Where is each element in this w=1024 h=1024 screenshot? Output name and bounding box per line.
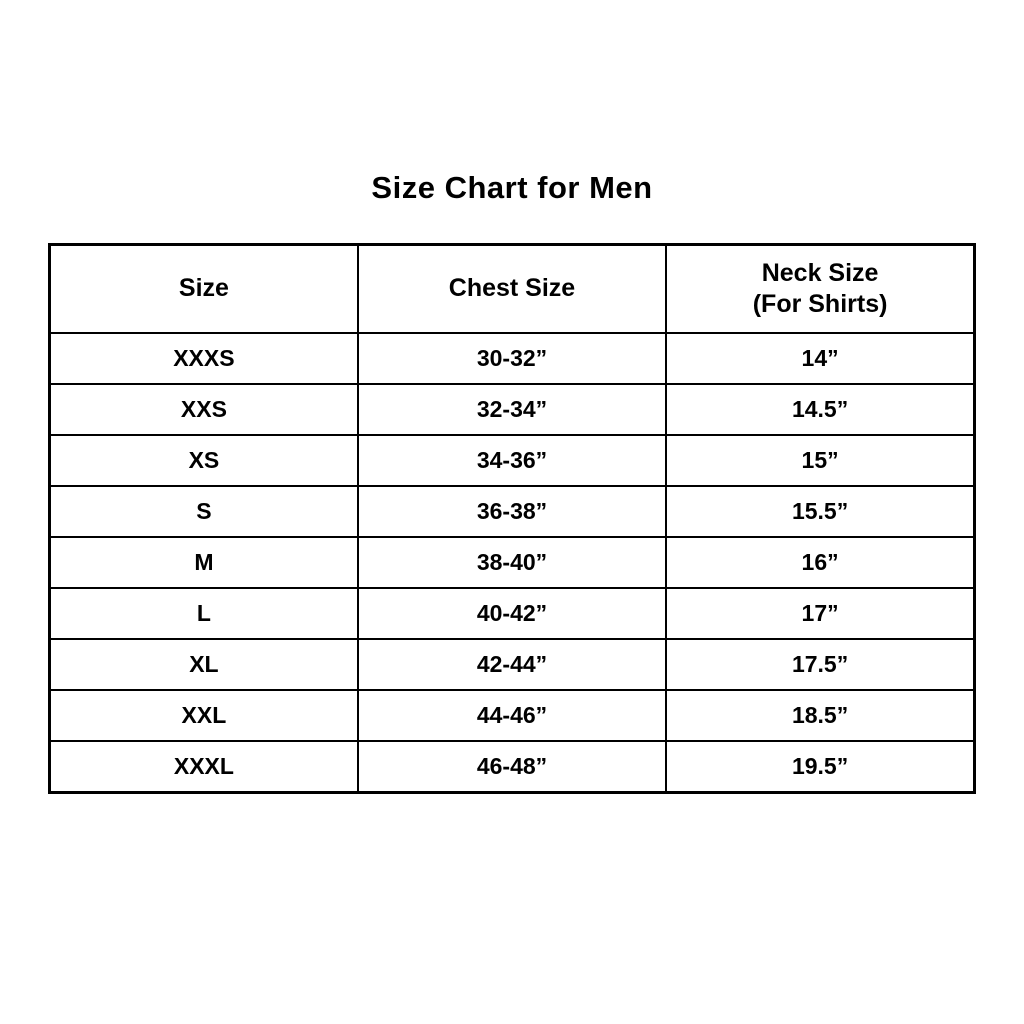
size-cell: L	[48, 587, 359, 640]
header-neck-size: Neck Size (For Shirts)	[665, 243, 976, 334]
neck-cell: 15”	[665, 434, 976, 487]
size-cell: XS	[48, 434, 359, 487]
table-row: S 36-38” 15.5”	[48, 485, 976, 538]
chest-cell: 40-42”	[356, 587, 668, 640]
chest-cell: 38-40”	[356, 536, 668, 589]
neck-cell: 17”	[665, 587, 976, 640]
table-header: Size Chest Size Neck Size (For Shirts)	[48, 243, 976, 334]
table-row: XXXL 46-48” 19.5”	[48, 740, 976, 794]
header-row: Size Chest Size Neck Size (For Shirts)	[48, 243, 976, 334]
neck-cell: 17.5”	[665, 638, 976, 691]
size-chart-table: Size Chest Size Neck Size (For Shirts) X…	[48, 243, 976, 794]
size-cell: S	[48, 485, 359, 538]
header-neck-size-line2: (For Shirts)	[752, 290, 888, 318]
size-cell: XXXS	[48, 332, 359, 385]
table-row: XXS 32-34” 14.5”	[48, 383, 976, 436]
neck-cell: 18.5”	[665, 689, 976, 742]
table-row: XXXS 30-32” 14”	[48, 332, 976, 385]
page-title: Size Chart for Men	[371, 170, 653, 205]
size-cell: XL	[48, 638, 359, 691]
neck-cell: 19.5”	[665, 740, 976, 794]
header-neck-size-line1: Neck Size	[761, 258, 879, 287]
header-chest-size: Chest Size	[356, 243, 668, 334]
table-row: L 40-42” 17”	[48, 587, 976, 640]
chest-cell: 32-34”	[356, 383, 668, 436]
size-cell: XXL	[48, 689, 359, 742]
chest-cell: 42-44”	[356, 638, 668, 691]
chest-cell: 34-36”	[356, 434, 668, 487]
neck-cell: 16”	[665, 536, 976, 589]
size-cell: M	[48, 536, 359, 589]
chest-cell: 44-46”	[356, 689, 668, 742]
size-cell: XXXL	[48, 740, 359, 794]
header-size: Size	[48, 243, 359, 334]
chest-cell: 46-48”	[356, 740, 668, 794]
size-cell: XXS	[48, 383, 359, 436]
chest-cell: 30-32”	[356, 332, 668, 385]
table-row: XS 34-36” 15”	[48, 434, 976, 487]
table-row: XL 42-44” 17.5”	[48, 638, 976, 691]
table-row: M 38-40” 16”	[48, 536, 976, 589]
neck-cell: 14.5”	[665, 383, 976, 436]
chest-cell: 36-38”	[356, 485, 668, 538]
table-row: XXL 44-46” 18.5”	[48, 689, 976, 742]
table-body: XXXS 30-32” 14” XXS 32-34” 14.5” XS 34-3…	[48, 332, 976, 794]
neck-cell: 14”	[665, 332, 976, 385]
neck-cell: 15.5”	[665, 485, 976, 538]
